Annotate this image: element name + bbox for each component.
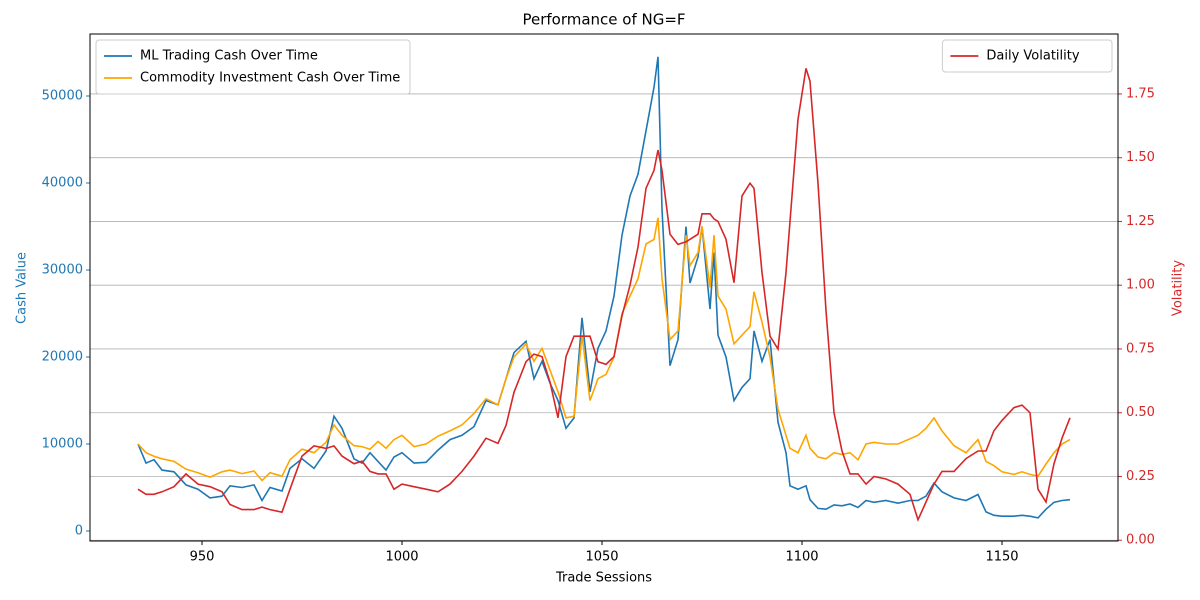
series-line	[137, 56, 1071, 519]
y2-tick-label: 1.50	[1126, 150, 1155, 165]
x-tick-label: 950	[190, 550, 215, 565]
legend: ML Trading Cash Over Time Commodity Inves…	[95, 39, 411, 95]
y2-tick-label: 1.25	[1126, 214, 1155, 229]
y2-tick-label: 0.75	[1126, 341, 1155, 356]
legend-label: Commodity Investment Cash Over Time	[140, 71, 400, 86]
y2-tick-label: 1.75	[1126, 86, 1155, 101]
series-line	[137, 217, 1071, 482]
y2-tick-label: 1.00	[1126, 278, 1155, 293]
y-tick-label: 0	[75, 523, 83, 538]
plot-frame	[89, 33, 1119, 542]
y2-tick-label: 0.25	[1126, 469, 1155, 484]
y-tick-label: 30000	[42, 262, 83, 277]
chart-title: Performance of NG=F	[522, 11, 685, 29]
x-tick-label: 1150	[985, 550, 1018, 565]
y2-tick-label: 0.50	[1126, 405, 1155, 420]
legend: Daily Volatility	[941, 39, 1113, 73]
x-axis-label: Trade Sessions	[555, 571, 652, 586]
y2-tick-label: 0.00	[1126, 533, 1155, 548]
legend-box	[95, 39, 411, 95]
legend-label: ML Trading Cash Over Time	[140, 49, 318, 64]
y-tick-label: 20000	[42, 349, 83, 364]
x-tick-label: 1050	[585, 550, 618, 565]
x-tick-label: 1000	[385, 550, 418, 565]
y-tick-label: 10000	[42, 436, 83, 451]
y-axis-label: Cash Value	[15, 252, 30, 324]
y-tick-label: 40000	[42, 175, 83, 190]
series-line	[137, 68, 1071, 523]
y2-axis-label: Volatility	[1171, 260, 1186, 316]
legend-box	[941, 39, 1113, 73]
legend-label: Daily Volatility	[986, 49, 1079, 64]
x-tick-label: 1100	[785, 550, 818, 565]
y-tick-label: 50000	[42, 88, 83, 103]
